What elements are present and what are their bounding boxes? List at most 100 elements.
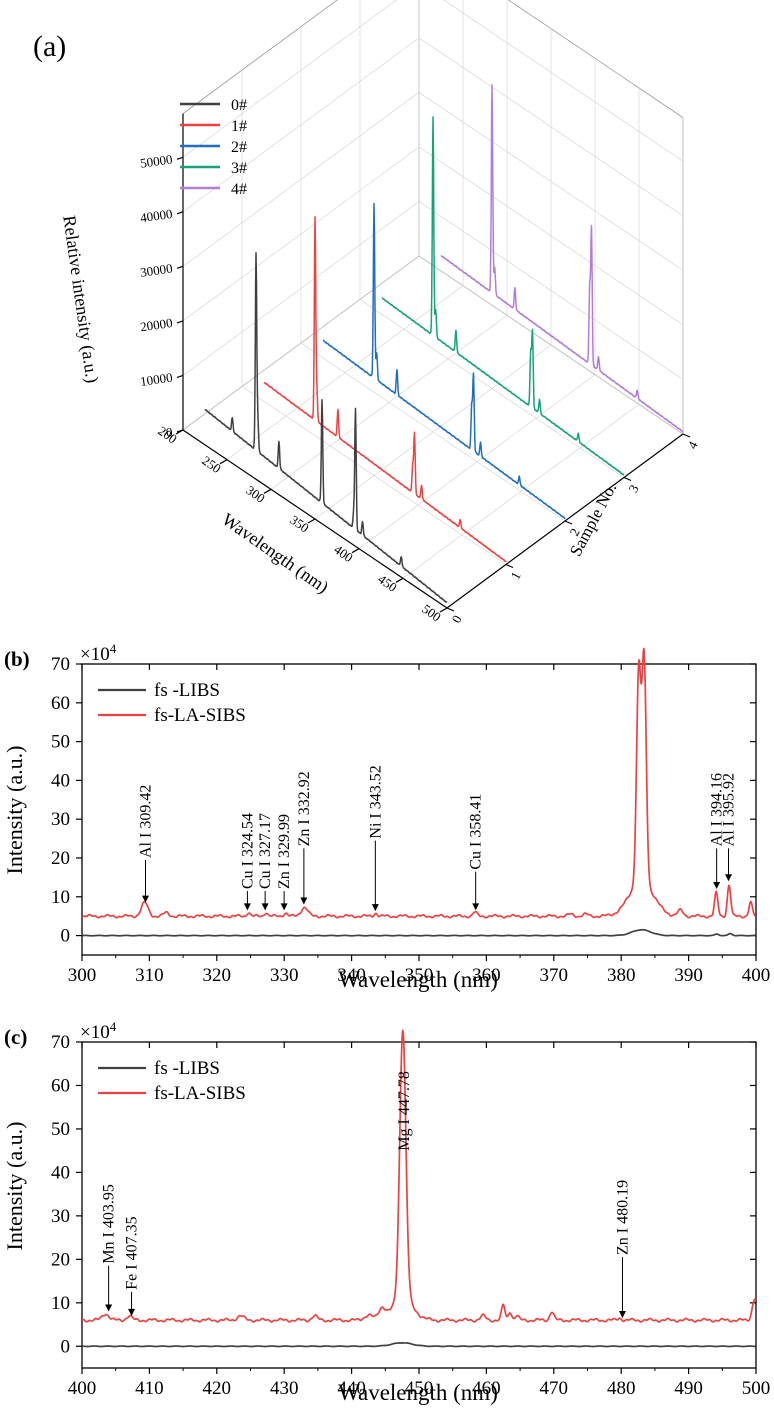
panel-b-annotation-label-2: Cu I 327.17: [257, 813, 274, 889]
panel-c-x-tick-label: 490: [674, 1378, 703, 1399]
panel-b-annotation-arrowhead-7: [713, 882, 721, 890]
panel-b-annotation-arrowhead-8: [725, 874, 733, 882]
panel-c-y-tick-label: 20: [51, 1249, 70, 1270]
panel-c-x-tick-label: 460: [472, 1378, 501, 1399]
panel-c-annotation-label-1: Fe I 407.35: [124, 1216, 141, 1289]
panel-a-y-tick-label: 0: [448, 613, 464, 626]
panel-b-multiplier-base: ×10: [80, 644, 110, 665]
panel-a-series-line-3: [381, 116, 625, 476]
panel-b-y-tick-label: 0: [61, 926, 71, 947]
panel-b-y-tick-label: 70: [51, 654, 70, 675]
panel-a-x-tick: [351, 548, 360, 554]
panel-a-x-tick: [307, 518, 316, 524]
panel-c-x-tick-label: 500: [742, 1378, 771, 1399]
panel-b-x-axis-label: Wavelength (nm): [338, 967, 498, 992]
panel-b-annotation-label-4: Zn I 332.92: [296, 771, 313, 846]
panel-c-multiplier: ×104: [80, 1019, 117, 1043]
panel-a-x-tick-label: 500: [419, 601, 444, 624]
panel-c-x-tick-label: 420: [203, 1378, 232, 1399]
panel-c-annotation-label-2: Mg I 447.78: [396, 1071, 413, 1151]
panel-a-z-tick-label: 10000: [139, 370, 173, 389]
panel-a-series-line-4: [440, 84, 684, 433]
panel-a-x-tick-label: 200: [155, 423, 180, 446]
panel-b-y-tick-label: 10: [51, 887, 70, 908]
panel-c-annotation-label-3: Zn I 480.19: [614, 1180, 631, 1255]
panel-b-label: (b): [4, 647, 30, 671]
panel-c-y-tick-label: 10: [51, 1293, 70, 1314]
panel-c-annotation-arrowhead-0: [105, 1304, 113, 1312]
panel-c-multiplier-base: ×10: [80, 1022, 110, 1043]
panel-a-y-tick: [564, 520, 573, 525]
panel-b-chart: (b) ×104 300 310 320 330 340 350 360 370 380 390 4…: [2, 641, 770, 992]
panel-a-axes: 0100002000030000400005000020025030035040…: [139, 113, 701, 626]
panel-a-z-tick-label: 50000: [139, 151, 173, 170]
panel-c-y-tick-label: 0: [61, 1336, 71, 1357]
panel-a-x-tick-label: 250: [199, 453, 224, 476]
panel-a-x-tick-label: 400: [331, 542, 356, 565]
panel-a-y-tick-label: 4: [684, 438, 701, 451]
panel-a-label: (a): [33, 30, 66, 63]
panel-a-y-gridline: [359, 299, 625, 478]
panel-b-annotation-label-5: Ni I 343.52: [367, 765, 384, 838]
panel-c-legend-label-1: fs-LA-SIBS: [154, 1083, 246, 1104]
panel-b-y-tick-label: 30: [51, 809, 70, 830]
panel-b-y-tick-label: 20: [51, 848, 70, 869]
panel-a-z-tick: [176, 265, 184, 269]
panel-c-annotation-arrowhead-1: [128, 1308, 136, 1316]
panel-a-legend-label-1: 1#: [231, 118, 247, 135]
panel-c-x-tick-label: 440: [337, 1378, 366, 1399]
panel-c-x-tick-label: 480: [607, 1378, 636, 1399]
panel-c-x-tick-label: 450: [405, 1378, 434, 1399]
panel-a-legend: 0# 1# 2# 3# 4#: [180, 97, 247, 198]
panel-c-x-tick-label: 470: [540, 1378, 569, 1399]
panel-b-y-tick-label: 60: [51, 693, 70, 714]
panel-c-y-axis-label: Intensity (a.u.): [2, 1122, 27, 1251]
panel-c-legend-label-0: fs -LIBS: [154, 1058, 220, 1079]
panel-b-x-tick-label: 320: [203, 965, 232, 986]
panel-a-y-tick: [682, 433, 691, 438]
panel-b-annotation-label-0: Al I 309.42: [137, 785, 154, 858]
panel-a-x-tick-label: 450: [375, 571, 400, 594]
panel-b-annotation-label-3: Zn I 329.99: [276, 814, 293, 889]
panel-a-legend-label-3: 3#: [231, 160, 247, 177]
panel-a-z-tick-label: 40000: [139, 206, 173, 225]
panel-a-x-tick: [395, 577, 404, 583]
panel-c-series-line-1: [81, 1029, 757, 1323]
panel-b-legend-label-0: fs -LIBS: [154, 680, 220, 701]
panel-b-multiplier-exp: 4: [110, 641, 117, 656]
panel-a-z-tick: [176, 320, 184, 324]
panel-c-y-tick-label: 50: [51, 1119, 70, 1140]
panel-b-x-tick-label: 350: [405, 965, 434, 986]
panel-a-y-tick: [623, 476, 632, 482]
panel-b-annotation-arrowhead-6: [472, 903, 480, 911]
panel-a-x-tick-label: 300: [243, 482, 268, 505]
panel-b-plot-area: 300 310 320 330 340 350 360 370 380 390 400 0 10 20 30…: [51, 647, 771, 986]
panel-c-x-tick-label: 400: [68, 1378, 97, 1399]
panel-a-x-axis-label: Wavelength (nm): [218, 509, 332, 598]
panel-a-z-tick-label: 0: [165, 424, 174, 440]
panel-a-3d-waterfall: (a) 0 10000 20000 30000 40000 50000 200 250 300 3…: [33, 0, 701, 625]
panel-b-annotation-arrowhead-1: [243, 903, 251, 911]
panel-b-x-tick-label: 360: [472, 965, 501, 986]
panel-a-x-tick: [219, 459, 228, 465]
panel-a-y-gridline: [418, 255, 684, 435]
panel-b-annotation-label-8: Al I 395.92: [721, 773, 738, 846]
panel-c-label: (c): [4, 1025, 27, 1049]
panel-b-annotation-label-7: Al I 394.16: [709, 773, 726, 846]
panel-c-y-tick-label: 60: [51, 1075, 70, 1096]
panel-a-z-tick-label: 30000: [139, 260, 173, 279]
panel-a-legend-label-2: 2#: [231, 139, 247, 156]
panel-a-grid: [182, 0, 684, 609]
panel-b-annotation-arrowhead-4: [300, 897, 308, 905]
panel-b-y-axis-label: Intensity (a.u.): [2, 746, 27, 875]
panel-b-x-tick-label: 400: [742, 965, 771, 986]
panel-c-y-tick-label: 40: [51, 1162, 70, 1183]
panel-b-x-tick-label: 380: [607, 965, 636, 986]
panel-b-x-tick-label: 330: [270, 965, 299, 986]
panel-c-chart: (c) ×104 400 410 420 430 440 450 460 470 480 490 5…: [2, 1019, 770, 1405]
panel-b-y-tick-label: 50: [51, 732, 70, 753]
panel-a-y-gridline: [300, 342, 566, 522]
panel-b-x-tick-label: 390: [674, 965, 703, 986]
panel-a-y-tick: [505, 563, 514, 569]
